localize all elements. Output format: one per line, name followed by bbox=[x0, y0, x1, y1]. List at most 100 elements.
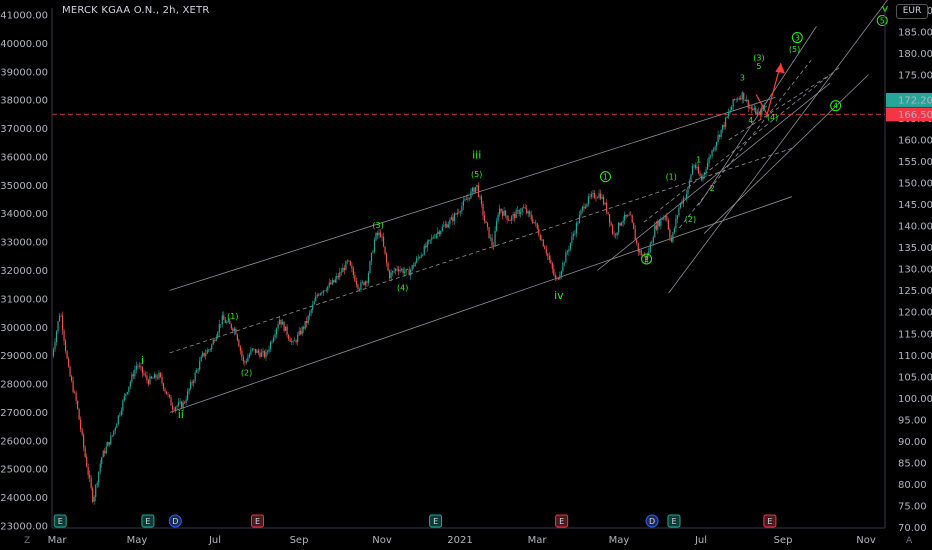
event-marker-label: E bbox=[58, 517, 63, 526]
candle-body bbox=[132, 374, 134, 377]
candle-body bbox=[117, 415, 119, 424]
candle-body bbox=[636, 239, 638, 244]
candle-body bbox=[269, 342, 272, 350]
right-tick-label: 180.00 bbox=[898, 49, 932, 60]
left-tick-label: 29000.00 bbox=[0, 351, 48, 362]
candle-body bbox=[425, 245, 427, 248]
candle-body bbox=[272, 337, 275, 342]
candle-body bbox=[637, 243, 639, 252]
candle-body bbox=[646, 255, 648, 261]
candle-body bbox=[655, 225, 657, 230]
candle-body bbox=[450, 217, 452, 220]
candle-body bbox=[491, 237, 493, 246]
zoom-corner-left[interactable]: Z bbox=[24, 536, 31, 546]
candle-body bbox=[141, 366, 144, 374]
candle-body bbox=[310, 309, 312, 313]
candle-body bbox=[113, 430, 115, 436]
wave-label: i bbox=[141, 354, 144, 367]
candle-body bbox=[394, 268, 397, 271]
candle-body bbox=[387, 262, 389, 271]
candle-body bbox=[604, 203, 606, 205]
candle-body bbox=[536, 223, 538, 229]
candle-body bbox=[545, 249, 547, 254]
wave-label: 5 bbox=[880, 17, 885, 26]
candle-body bbox=[696, 166, 698, 169]
candle-body bbox=[532, 219, 534, 223]
candle-body bbox=[298, 330, 300, 335]
left-tick-label: 26000.00 bbox=[0, 436, 48, 447]
candle-body bbox=[61, 315, 64, 331]
candle-body bbox=[464, 199, 466, 201]
candle-body bbox=[714, 146, 716, 151]
auto-scale-corner-right[interactable]: A bbox=[906, 536, 913, 546]
candle-body bbox=[316, 294, 318, 297]
candle-body bbox=[577, 223, 579, 224]
currency-button[interactable]: EUR bbox=[896, 4, 928, 19]
candle-body bbox=[731, 106, 733, 111]
candle-body bbox=[93, 496, 95, 502]
candle-body bbox=[486, 223, 489, 228]
candle-body bbox=[618, 222, 620, 233]
candle-body bbox=[455, 213, 457, 215]
candle-body bbox=[119, 414, 121, 416]
candle-body bbox=[753, 107, 755, 111]
candle-body bbox=[706, 162, 709, 170]
candle-body bbox=[187, 391, 189, 400]
candle-body bbox=[86, 456, 88, 467]
candle-body bbox=[428, 239, 430, 242]
candle-body bbox=[737, 98, 739, 100]
candle-body bbox=[645, 255, 647, 261]
candle-body bbox=[250, 349, 252, 355]
wave-label-circle bbox=[830, 100, 842, 112]
candle-body bbox=[248, 354, 251, 358]
candle-body bbox=[468, 197, 471, 199]
candle-body bbox=[315, 296, 317, 302]
projection-arrow-head bbox=[775, 63, 785, 74]
candle-body bbox=[360, 282, 362, 290]
candle-body bbox=[407, 269, 409, 270]
wave-label-circle bbox=[641, 253, 653, 265]
candle-body bbox=[700, 176, 703, 180]
candle-body bbox=[539, 235, 541, 240]
candle-body bbox=[75, 392, 77, 401]
candle-body bbox=[413, 265, 415, 267]
candle-body bbox=[101, 457, 103, 464]
candle-body bbox=[174, 407, 177, 410]
left-tick-label: 25000.00 bbox=[0, 465, 48, 476]
candle-body bbox=[590, 193, 593, 197]
candle-body bbox=[494, 230, 496, 247]
candle-body bbox=[81, 429, 83, 435]
candle-body bbox=[449, 219, 451, 225]
candle-body bbox=[281, 321, 284, 325]
candle-body bbox=[633, 222, 635, 230]
candle-body bbox=[173, 409, 175, 411]
candle-body bbox=[70, 376, 73, 381]
candle-body bbox=[150, 376, 153, 379]
candle-body bbox=[382, 236, 385, 247]
candle-body bbox=[474, 186, 477, 193]
candle-body bbox=[489, 237, 492, 239]
candle-body bbox=[295, 340, 297, 343]
candle-body bbox=[717, 134, 719, 143]
candle-body bbox=[482, 203, 484, 216]
candle-body bbox=[565, 252, 567, 263]
candle-body bbox=[673, 228, 675, 233]
candle-body bbox=[170, 396, 172, 406]
wave-label: (2) bbox=[685, 215, 696, 224]
candle-body bbox=[199, 361, 201, 370]
candle-body bbox=[321, 292, 323, 294]
candle-body bbox=[682, 198, 685, 204]
candle-body bbox=[515, 210, 517, 219]
candle-body bbox=[227, 320, 229, 322]
wave-label: 3 bbox=[740, 73, 745, 82]
candle-body bbox=[99, 463, 101, 472]
candle-body bbox=[500, 208, 502, 212]
candle-body bbox=[752, 109, 754, 111]
candle-body bbox=[78, 408, 80, 420]
candle-body bbox=[527, 211, 529, 214]
earnings-marker bbox=[429, 514, 443, 528]
candle-body bbox=[129, 381, 131, 387]
candle-body bbox=[224, 319, 226, 324]
candle-body bbox=[426, 241, 428, 248]
